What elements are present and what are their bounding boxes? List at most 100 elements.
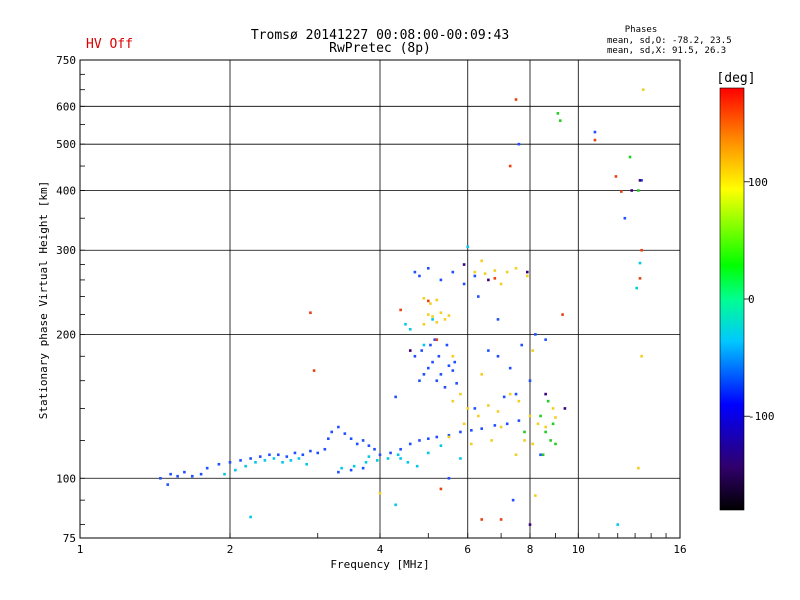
echo-point <box>249 515 252 519</box>
echo-point <box>422 296 426 300</box>
echo-point <box>426 299 430 303</box>
echo-point <box>343 432 347 435</box>
echo-point <box>169 472 172 476</box>
echo-point <box>499 282 503 286</box>
echo-point <box>426 451 430 455</box>
echo-point <box>276 453 280 457</box>
echo-point <box>190 474 194 478</box>
echo-point <box>258 455 262 458</box>
x-axis-label: Frequency [MHz] <box>330 558 429 571</box>
echo-point <box>268 453 271 457</box>
echo-point <box>426 266 430 270</box>
echo-point <box>439 311 443 315</box>
y-tick-label: 600 <box>56 100 76 113</box>
echo-point <box>638 277 642 280</box>
echo-point <box>459 392 462 396</box>
echo-point <box>459 457 462 460</box>
echo-point <box>445 343 449 347</box>
echo-point <box>483 272 487 275</box>
y-axis-label: Stationary phase Virtual Height [km] <box>37 181 50 419</box>
colorbar-tick-label: 0 <box>748 293 755 306</box>
echo-point <box>487 349 490 352</box>
echo-point <box>473 274 477 278</box>
echo-point <box>554 442 557 446</box>
echo-point <box>293 451 297 455</box>
echo-point <box>523 430 526 434</box>
echo-point <box>316 451 320 455</box>
echo-point <box>244 464 247 468</box>
echo-point <box>159 476 162 480</box>
echo-point <box>614 175 618 178</box>
echo-point <box>546 399 550 403</box>
echo-point <box>502 395 506 399</box>
echo-point <box>525 270 529 274</box>
echo-point <box>531 442 534 446</box>
echo-point <box>470 429 473 432</box>
echo-point <box>415 464 419 468</box>
echo-point <box>404 322 407 326</box>
echo-point <box>309 311 312 315</box>
echo-point <box>435 338 439 341</box>
echo-point <box>563 407 567 410</box>
echo-point <box>361 466 365 470</box>
echo-point <box>462 422 466 426</box>
echo-point <box>426 366 430 370</box>
echo-point <box>499 425 503 429</box>
echo-point <box>422 343 426 347</box>
phases-o-stats: mean, sd,O: -78.2, 23.5 <box>607 36 732 46</box>
echo-point <box>556 112 560 115</box>
echo-point <box>534 333 537 336</box>
echo-point <box>435 435 439 439</box>
echo-point <box>473 407 477 410</box>
echo-point <box>451 399 455 403</box>
echo-point <box>558 119 562 122</box>
colorbar-ticks: 100 0 -100 <box>744 176 775 423</box>
echo-point <box>166 483 170 486</box>
echo-point <box>205 466 209 470</box>
echo-point <box>637 189 640 192</box>
echo-point <box>549 439 552 442</box>
echo-point <box>544 392 547 396</box>
echo-point <box>378 453 382 457</box>
chart-subtitle: RwPretec (8p) <box>329 41 431 56</box>
echo-point <box>399 457 402 460</box>
echo-point <box>517 142 521 146</box>
colorbar-label: [deg] <box>716 71 755 86</box>
x-axis-ticks: 1 2 4 6 8 10 16 <box>77 533 687 556</box>
echo-point <box>349 437 353 441</box>
echo-point <box>429 343 432 347</box>
echo-point <box>285 455 289 458</box>
echo-point <box>435 298 439 302</box>
echo-point <box>499 518 503 521</box>
data-points <box>159 88 645 526</box>
echo-point <box>453 360 457 364</box>
echo-point <box>539 453 542 457</box>
echo-point <box>528 414 532 418</box>
hv-status-label: HV Off <box>86 37 133 52</box>
echo-point <box>413 270 417 274</box>
echo-point <box>443 386 447 389</box>
echo-point <box>536 422 540 426</box>
echo-point <box>217 462 221 466</box>
echo-point <box>630 189 634 192</box>
echo-point <box>367 455 371 458</box>
echo-point <box>637 466 640 470</box>
echo-point <box>462 263 466 266</box>
echo-point <box>520 343 524 347</box>
echo-point <box>323 447 327 451</box>
echo-point <box>493 424 497 427</box>
echo-point <box>470 442 473 446</box>
echo-point <box>496 410 500 413</box>
echo-point <box>386 457 390 460</box>
echo-point <box>451 270 455 274</box>
echo-point <box>426 313 430 316</box>
echo-point <box>466 407 470 410</box>
echo-point <box>477 414 480 418</box>
echo-point <box>373 447 376 451</box>
echo-point <box>297 457 301 460</box>
echo-point <box>431 315 434 318</box>
echo-point <box>435 320 439 324</box>
echo-point <box>466 245 470 249</box>
echo-point <box>477 295 480 298</box>
